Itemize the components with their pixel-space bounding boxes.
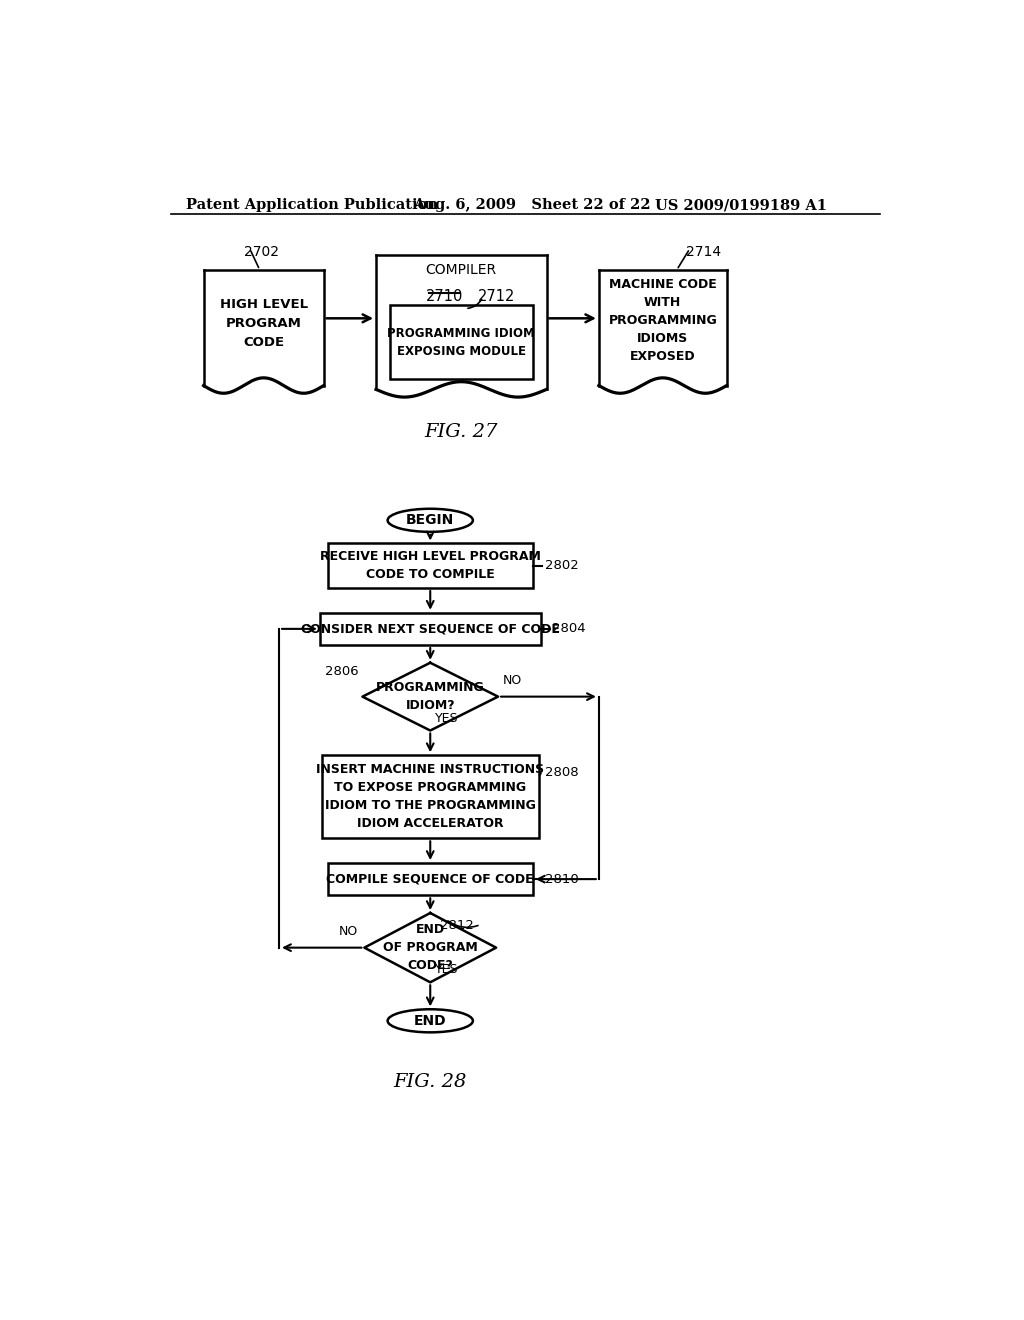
Bar [328, 544, 532, 589]
Text: COMPILER: COMPILER [426, 263, 497, 277]
Text: 2702: 2702 [245, 246, 280, 260]
Text: Patent Application Publication: Patent Application Publication [186, 198, 438, 213]
Text: US 2009/0199189 A1: US 2009/0199189 A1 [655, 198, 827, 213]
Bar [322, 755, 539, 838]
Text: INSERT MACHINE INSTRUCTIONS
TO EXPOSE PROGRAMMING
IDIOM TO THE PROGRAMMING
IDIOM: INSERT MACHINE INSTRUCTIONS TO EXPOSE PR… [316, 763, 545, 830]
Text: FIG. 28: FIG. 28 [393, 1073, 467, 1092]
Text: YES: YES [435, 964, 459, 977]
Text: Aug. 6, 2009   Sheet 22 of 22: Aug. 6, 2009 Sheet 22 of 22 [414, 198, 651, 213]
Text: END
OF PROGRAM
CODE?: END OF PROGRAM CODE? [383, 923, 477, 972]
Text: 2712: 2712 [478, 289, 516, 304]
Text: COMPILE SEQUENCE OF CODE: COMPILE SEQUENCE OF CODE [327, 873, 535, 886]
Text: 2812: 2812 [439, 919, 473, 932]
Text: END: END [414, 1014, 446, 1028]
Text: 2710: 2710 [426, 289, 463, 304]
Text: 2804: 2804 [552, 622, 586, 635]
Text: NO: NO [503, 675, 522, 688]
Ellipse shape [388, 508, 473, 532]
Text: MACHINE CODE
WITH
PROGRAMMING
IDIOMS
EXPOSED: MACHINE CODE WITH PROGRAMMING IDIOMS EXP… [608, 279, 717, 363]
Text: 2810: 2810 [545, 873, 579, 886]
Text: FIG. 27: FIG. 27 [425, 422, 498, 441]
Ellipse shape [388, 1010, 473, 1032]
Text: BEGIN: BEGIN [407, 513, 455, 527]
Text: 2806: 2806 [325, 665, 358, 678]
Text: NO: NO [339, 925, 358, 939]
Text: HIGH LEVEL
PROGRAM
CODE: HIGH LEVEL PROGRAM CODE [219, 298, 307, 348]
Text: PROGRAMMING IDIOM
EXPOSING MODULE: PROGRAMMING IDIOM EXPOSING MODULE [387, 326, 536, 358]
Text: 2802: 2802 [545, 560, 579, 573]
Bar [328, 863, 532, 895]
Text: YES: YES [435, 711, 459, 725]
Bar [390, 305, 532, 379]
Text: 2808: 2808 [545, 766, 579, 779]
Text: CONSIDER NEXT SEQUENCE OF CODE: CONSIDER NEXT SEQUENCE OF CODE [301, 622, 560, 635]
Text: PROGRAMMING
IDIOM?: PROGRAMMING IDIOM? [376, 681, 484, 711]
Bar [319, 612, 541, 645]
Text: RECEIVE HIGH LEVEL PROGRAM
CODE TO COMPILE: RECEIVE HIGH LEVEL PROGRAM CODE TO COMPI… [319, 550, 541, 581]
Text: 2714: 2714 [686, 246, 721, 260]
